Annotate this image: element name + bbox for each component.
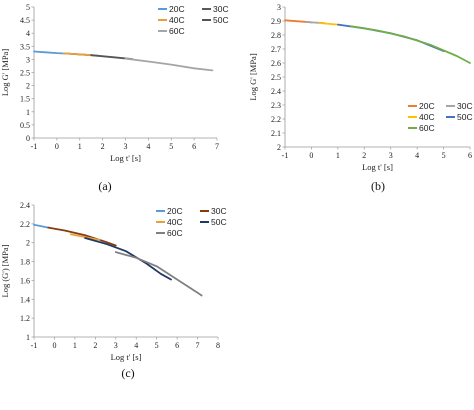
- x-tick-label: 6: [175, 341, 179, 350]
- y-tick-label: 1.2: [20, 314, 30, 323]
- x-tick-label: 5: [155, 341, 159, 350]
- y-tick-label: 2.3: [271, 101, 281, 110]
- legend: 20C 30C 40C 50C 60C: [158, 4, 229, 36]
- y-tick-label: 5: [26, 3, 30, 12]
- legend-label: 20C: [419, 101, 435, 111]
- series-line-40c: [318, 22, 342, 26]
- series-line-50c: [336, 23, 445, 52]
- x-tick-label: 1: [73, 341, 77, 350]
- x-axis-label: Log t' [s]: [111, 352, 142, 362]
- y-tick-label: 4: [26, 29, 30, 38]
- y-tick-label: 3: [26, 55, 30, 64]
- y-tick-label: 2.4: [20, 201, 30, 210]
- y-tick-label: 2.6: [271, 59, 281, 68]
- y-tick-label: 2.5: [271, 73, 281, 82]
- x-tick-label: 0: [309, 151, 313, 160]
- x-tick-label: 2: [93, 341, 97, 350]
- series-line-60c: [124, 57, 214, 72]
- y-tick-label: 2.5: [20, 69, 30, 78]
- x-tick-label: 1: [336, 151, 340, 160]
- x-tick-label: 4: [146, 142, 150, 151]
- x-tick-label: -1: [31, 142, 38, 151]
- series-line-60c: [114, 251, 203, 297]
- y-tick-label: 2: [26, 82, 30, 91]
- x-tick-label: 6: [192, 142, 196, 151]
- y-tick-label: 2.9: [271, 17, 281, 26]
- legend-label: 60C: [419, 123, 435, 133]
- y-tick-label: 1: [26, 108, 30, 117]
- x-tick-label: 3: [124, 142, 128, 151]
- panel-c: -1 0 1 2 3 4 5 6 7 8 1 1.2 1.4 1.6 1.8 2 2.2 2.4 Log t' [s…: [0, 201, 227, 380]
- y-tick-label: 0.5: [20, 121, 30, 130]
- panel-b: -1 0 1 2 3 4 5 6 2 2.1 2.2 2.3 2.4 2.5 2.6 2.7 2.8 2.9 3 Lo…: [248, 3, 473, 193]
- y-tick-label: 2.4: [271, 87, 281, 96]
- legend-label: 60C: [167, 228, 183, 238]
- y-tick-label: 2.8: [271, 31, 281, 40]
- series-line-20c: [33, 223, 50, 229]
- legend: 20C 30C 40C 50C 60C: [156, 206, 227, 238]
- panel-label: (b): [371, 179, 385, 193]
- y-tick-label: 0: [26, 134, 30, 143]
- x-tick-label: 3: [389, 151, 393, 160]
- x-tick-label: 7: [196, 341, 200, 350]
- x-tick-label: -1: [31, 341, 38, 350]
- legend-label: 40C: [167, 217, 183, 227]
- y-tick-label: 1.8: [20, 258, 30, 267]
- y-tick-label: 1.4: [20, 295, 30, 304]
- y-tick-label: 2.1: [271, 129, 281, 138]
- x-tick-label: 4: [134, 341, 138, 350]
- panel-label: (a): [98, 179, 111, 193]
- x-axis-label: Log t' [s]: [110, 153, 141, 163]
- x-axis-label: Log t' [s]: [362, 162, 393, 172]
- series-line-50c: [84, 237, 172, 281]
- x-tick-label: 5: [442, 151, 446, 160]
- x-tick-label: -1: [282, 151, 289, 160]
- y-tick-label: 1.6: [20, 276, 30, 285]
- y-axis-label: Log G' [MPa]: [0, 49, 10, 97]
- legend-label: 30C: [213, 4, 229, 14]
- legend-label: 40C: [419, 112, 435, 122]
- x-tick-label: 0: [52, 341, 56, 350]
- x-tick-label: 6: [468, 151, 472, 160]
- legend: 20C 30C 40C 50C 60C: [408, 101, 473, 133]
- x-tick-label: 4: [415, 151, 419, 160]
- y-tick-label: 1: [26, 333, 30, 342]
- panel-label: (c): [121, 366, 134, 380]
- y-tick-label: 3: [277, 3, 281, 12]
- x-tick-label: 5: [169, 142, 173, 151]
- y-tick-label: 2.7: [271, 45, 281, 54]
- x-tick-label: 0: [55, 142, 59, 151]
- legend-label: 50C: [211, 217, 227, 227]
- y-tick-label: 4.5: [20, 16, 30, 25]
- y-tick-label: 1.5: [20, 95, 30, 104]
- y-tick-label: 2: [277, 143, 281, 152]
- legend-label: 50C: [213, 15, 229, 25]
- x-tick-label: 2: [101, 142, 105, 151]
- legend-label: 30C: [457, 101, 473, 111]
- x-tick-label: 1: [78, 142, 82, 151]
- y-axis-label: Log (G') [MPa]: [0, 244, 10, 297]
- x-tick-label: 3: [114, 341, 118, 350]
- y-tick-label: 2.2: [271, 115, 281, 124]
- y-tick-label: 2: [26, 239, 30, 248]
- y-axis-label: Log G' [MPa]: [248, 53, 258, 101]
- y-tick-label: 3.5: [20, 42, 30, 51]
- series-line-30c: [47, 226, 117, 247]
- legend-label: 60C: [169, 26, 185, 36]
- legend-label: 20C: [167, 206, 183, 216]
- legend-label: 20C: [169, 4, 185, 14]
- legend-label: 50C: [457, 112, 473, 122]
- series-line-20c: [33, 50, 70, 55]
- y-tick-label: 2.2: [20, 220, 30, 229]
- series-line-60c: [350, 25, 471, 64]
- x-tick-label: 8: [216, 341, 220, 350]
- legend-label: 40C: [169, 15, 185, 25]
- x-tick-label: 2: [362, 151, 366, 160]
- x-tick-label: 7: [215, 142, 219, 151]
- legend-label: 30C: [211, 206, 227, 216]
